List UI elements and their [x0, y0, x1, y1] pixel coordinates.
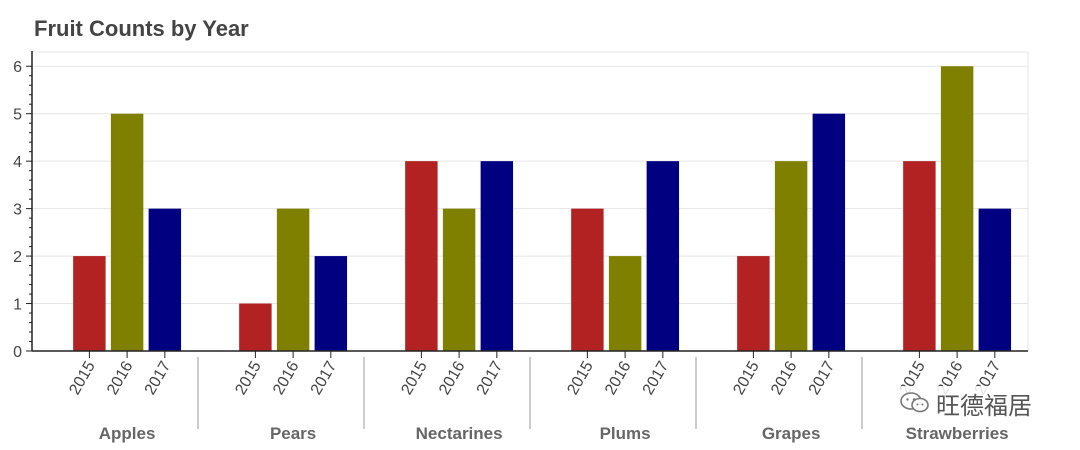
bar [646, 161, 680, 351]
x-category-label: Plums [600, 424, 651, 443]
y-tick-label: 6 [13, 59, 22, 76]
watermark: 旺德福居 [896, 386, 1036, 420]
axes [26, 51, 1028, 429]
x-category-label: Apples [99, 424, 156, 443]
bar [608, 256, 642, 351]
x-subcategory-label: 2016 [436, 358, 469, 397]
y-tick-label: 3 [13, 202, 22, 219]
x-subcategory-label: 2017 [308, 358, 341, 397]
x-subcategory-label: 2015 [730, 358, 763, 397]
grid-lines [32, 65, 1028, 305]
x-subcategory-label: 2015 [66, 358, 99, 397]
y-tick-label: 0 [13, 344, 22, 361]
x-category-label: Strawberries [906, 424, 1009, 443]
bar [940, 66, 974, 351]
y-tick-label: 5 [13, 107, 22, 124]
bar [978, 208, 1012, 351]
bar [314, 256, 348, 351]
plot-frame [31, 51, 1029, 352]
y-tick-label: 4 [13, 154, 22, 171]
x-subcategory-label: 2016 [768, 358, 801, 397]
x-subcategory-label: 2016 [104, 358, 137, 397]
x-category-label: Nectarines [416, 424, 503, 443]
x-subcategory-label: 2016 [270, 358, 303, 397]
bar [480, 161, 514, 351]
bar [73, 256, 106, 351]
bar [737, 256, 770, 351]
chart-title: Fruit Counts by Year [34, 16, 249, 41]
bar [774, 161, 808, 351]
bar [812, 113, 846, 351]
wechat-icon [900, 392, 929, 413]
x-subcategory-label: 2017 [142, 358, 175, 397]
plot-area [31, 51, 1029, 352]
x-subcategory-label: 2017 [806, 358, 839, 397]
x-subcategory-label: 2017 [474, 358, 507, 397]
bar [442, 208, 476, 351]
x-subcategory-label: 2015 [564, 358, 597, 397]
y-tick-label: 2 [13, 249, 22, 266]
x-subcategory-label: 2015 [398, 358, 431, 397]
watermark-text: 旺德福居 [936, 391, 1032, 420]
bar [148, 208, 182, 351]
x-subcategory-label: 2017 [640, 358, 673, 397]
bars [73, 66, 1012, 351]
x-subcategory-label: 2015 [232, 358, 265, 397]
y-tick-label: 1 [13, 297, 22, 314]
bar [571, 208, 604, 351]
x-subcategory-label: 2016 [602, 358, 635, 397]
bar [239, 303, 272, 351]
x-category-label: Grapes [762, 424, 821, 443]
x-category-label: Pears [270, 424, 316, 443]
bar [405, 161, 438, 351]
bar [903, 161, 936, 351]
bar [110, 113, 144, 351]
bar [276, 208, 310, 351]
